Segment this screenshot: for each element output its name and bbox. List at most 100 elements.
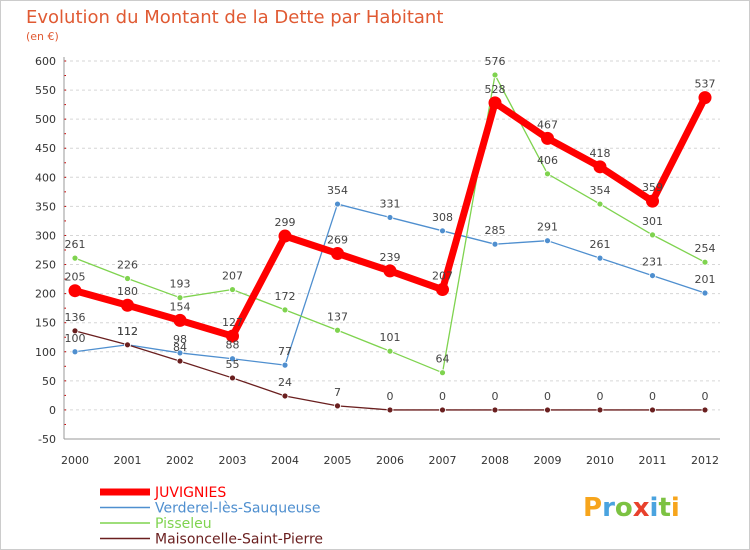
data-point [176,357,184,365]
data-point [383,264,397,278]
data-point [281,392,289,400]
data-point [229,355,236,363]
data-point [386,214,394,221]
data-point [491,71,499,79]
data-point [544,170,551,178]
data-label: 239 [380,251,401,264]
data-label: 0 [702,390,709,403]
data-label: 418 [590,147,611,160]
data-point [701,258,709,266]
data-label: 193 [170,278,191,291]
data-label: 112 [117,325,138,338]
data-label: 299 [275,216,296,229]
data-point [121,298,134,312]
chart-title: Evolution du Montant de la Dette par Hab… [26,7,443,28]
data-label: 201 [695,273,716,286]
data-label: 55 [226,358,240,371]
axes: 600550500450400350300250200150100500-502… [35,55,720,467]
data-label: 112 [117,325,138,338]
data-label: 354 [327,184,348,197]
data-label: 261 [65,238,86,251]
y-tick-label: 450 [35,142,56,155]
x-tick-label: 2010 [586,454,614,467]
data-point [173,313,187,327]
x-tick-label: 2008 [481,454,509,467]
y-tick-label: 100 [35,346,56,359]
data-point [698,91,712,105]
y-tick-label: 50 [42,375,56,388]
data-label: 101 [380,331,401,344]
data-label: 359 [642,181,663,194]
data-label: 0 [597,390,604,403]
data-label: 154 [170,300,191,313]
data-label: 7 [334,386,341,399]
data-label: 231 [642,256,663,269]
y-tick-label: 200 [35,288,56,301]
legend-entry: JUVIGNIES [154,485,226,501]
data-point [439,227,446,235]
data-label: 467 [537,118,558,131]
data-label: 180 [117,285,138,298]
x-tick-label: 2005 [324,454,352,467]
data-labels: 100 112 98 88 77 354 331 308 285 291 261 231 201 261 2… [65,55,716,403]
data-label: 100 [65,332,86,345]
y-tick-label: 400 [35,171,56,184]
y-tick-label: -50 [38,433,56,446]
data-label: 576 [485,55,506,68]
data-label: 254 [695,242,716,255]
data-label: 261 [590,238,611,251]
data-label: 291 [537,221,558,234]
data-point [649,406,656,414]
y-tick-label: 350 [35,200,56,213]
data-label: 24 [278,376,292,389]
x-tick-label: 2011 [639,454,667,467]
data-point [596,406,604,414]
data-label: 406 [537,154,558,167]
data-label: 127 [222,316,243,329]
data-point [68,284,82,298]
y-tick-label: 500 [35,113,56,126]
legend-entry: Verderel-lès-Sauqueuse [155,501,320,517]
proxiti-logo: Proxiti [583,493,680,523]
data-label: 136 [65,311,86,324]
data-label: 301 [642,215,663,228]
y-tick-label: 550 [35,84,56,97]
data-label: 172 [275,290,296,303]
data-point [439,406,446,414]
y-tick-label: 0 [49,404,56,417]
data-label: 0 [492,390,499,403]
data-label: 98 [173,333,187,346]
data-point [124,341,131,349]
data-label: 207 [432,270,453,283]
data-point [649,272,656,279]
data-point [439,369,446,377]
series-group [68,71,712,414]
x-tick-label: 2012 [691,454,719,467]
data-label: 0 [649,390,656,403]
data-label: 205 [65,271,86,284]
legend-entry: Pisseleu [155,516,212,532]
data-point [229,286,236,293]
data-label: 64 [436,353,450,366]
data-point [491,240,499,248]
data-label: 226 [117,258,138,271]
data-point [701,406,709,414]
legend-entry: Maisoncelle-Saint-Pierre [155,532,323,548]
data-point [701,289,709,297]
data-label: 77 [278,345,292,358]
data-label: 285 [485,224,506,237]
y-tick-label: 150 [35,317,56,330]
data-point [646,194,659,208]
data-point [278,229,292,243]
data-label: 269 [327,233,348,246]
data-label: 308 [432,211,453,224]
data-point [544,237,551,245]
data-point [334,200,341,208]
x-tick-label: 2003 [219,454,247,467]
data-point [281,361,289,369]
data-point [386,406,394,414]
y-tick-label: 600 [35,55,56,68]
